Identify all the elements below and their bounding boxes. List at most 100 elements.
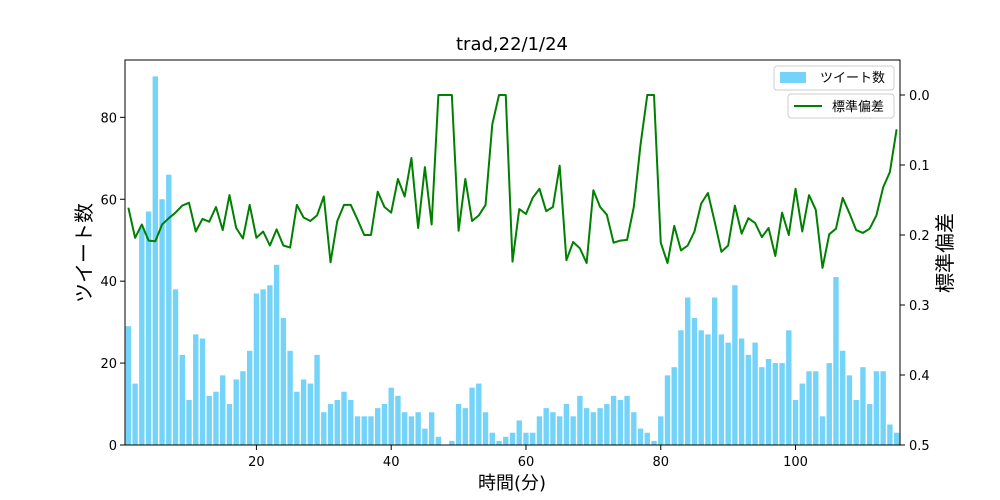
chart-title: trad,22/1/24 [456, 34, 568, 55]
bar [381, 404, 388, 445]
bar [496, 440, 502, 445]
bar [718, 334, 725, 445]
bar [698, 330, 704, 445]
bar [631, 412, 637, 445]
bar [610, 395, 617, 445]
x-tick-label: 40 [383, 455, 400, 470]
bar [354, 416, 361, 445]
bar [455, 404, 462, 445]
bar [159, 199, 165, 445]
bar [597, 408, 603, 445]
bar [476, 383, 482, 445]
bar [361, 416, 367, 445]
bar [213, 391, 219, 445]
bar [691, 318, 698, 445]
bar [873, 371, 880, 445]
bar [833, 277, 839, 445]
bar [125, 326, 132, 445]
bar [462, 408, 469, 445]
bar [246, 350, 253, 445]
bar [334, 399, 340, 445]
bar [287, 350, 293, 445]
bar [179, 354, 185, 445]
bar [577, 395, 583, 445]
y2-tick-label: 0.4 [909, 369, 930, 384]
bar [772, 363, 779, 445]
bar [725, 342, 731, 445]
bar [664, 375, 671, 445]
bar [401, 412, 408, 445]
bar [860, 367, 866, 445]
bar [449, 440, 455, 445]
bar-series [125, 76, 900, 445]
bar [779, 363, 785, 445]
bar [752, 342, 758, 445]
bar [644, 432, 650, 445]
bar [583, 408, 590, 445]
bar [341, 391, 347, 445]
bar [240, 371, 246, 445]
bar [570, 416, 576, 445]
bar [530, 432, 536, 445]
bar [300, 379, 307, 445]
y-tick-label: 0 [109, 439, 117, 454]
bar [745, 354, 752, 445]
bar [651, 440, 657, 445]
bar [799, 383, 805, 445]
y-tick-label: 60 [100, 193, 117, 208]
bar [314, 354, 320, 445]
bar [826, 363, 832, 445]
bar [145, 211, 152, 445]
bar [307, 383, 314, 445]
bar [327, 404, 334, 445]
bar [206, 395, 212, 445]
bar [172, 289, 179, 445]
bar [428, 412, 435, 445]
bar [233, 379, 239, 445]
bar [199, 338, 206, 445]
bar [840, 350, 846, 445]
bar [563, 404, 570, 445]
bar [792, 399, 799, 445]
bar [893, 432, 900, 445]
std-dev-line [127, 94, 898, 269]
bar [368, 416, 374, 445]
y2-axis-label: 標準偏差 [933, 213, 957, 293]
bar [523, 432, 529, 445]
bar [866, 404, 873, 445]
bar [711, 297, 718, 445]
bar [556, 416, 563, 445]
bar [482, 412, 489, 445]
axes: 20 40 60 80 100 0 20 40 60 80 0.0 0.1 0.2 0.3 0.4 0.5 [100, 59, 930, 470]
bar [509, 432, 516, 445]
x-axis-label: 時間(分) [478, 473, 546, 494]
legend-bar: ツイート数 [773, 65, 895, 91]
bar [193, 334, 199, 445]
y2-tick-label: 0.1 [909, 159, 930, 174]
bar [280, 318, 287, 445]
line-series [127, 94, 898, 269]
x-tick-label: 80 [652, 455, 669, 470]
bar [469, 387, 475, 445]
bar [220, 375, 226, 445]
bar [375, 408, 381, 445]
bar [139, 227, 145, 445]
bar [765, 358, 772, 445]
bar [853, 399, 859, 445]
y-tick-label: 20 [100, 357, 117, 372]
y2-tick-label: 0.2 [909, 229, 930, 244]
bar [685, 297, 691, 445]
y2-tick-label: 0.5 [909, 439, 930, 454]
y-tick-label: 80 [100, 111, 117, 126]
bar [887, 424, 893, 445]
y-tick-label: 40 [100, 275, 117, 290]
x-tick-label: 20 [248, 455, 265, 470]
bar [226, 404, 233, 445]
bar [806, 371, 812, 445]
bar [738, 338, 745, 445]
bar [294, 391, 300, 445]
bar [536, 416, 543, 445]
legend-bar-label: ツイート数 [820, 71, 885, 86]
bar [489, 432, 495, 445]
bar [880, 371, 886, 445]
